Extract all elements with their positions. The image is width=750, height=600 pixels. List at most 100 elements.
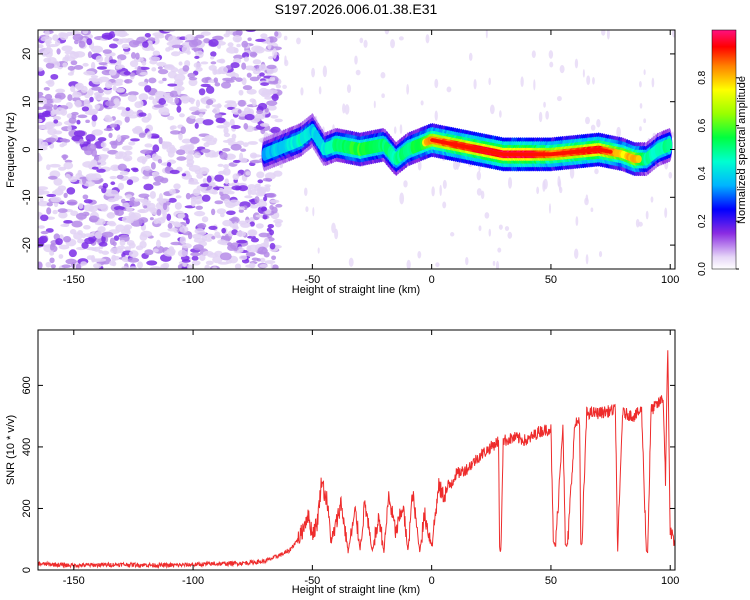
speckle-point [255,38,266,43]
speckle-point [536,186,540,195]
speckle-point [208,225,218,230]
speckle-point [249,98,256,103]
speckle-point [265,89,278,94]
speckle-point [80,261,88,266]
speckle-point [85,110,97,116]
speckle-point [187,264,193,269]
speckle-point [47,57,57,64]
speckle-point [300,87,304,96]
speckle-point [62,154,67,161]
speckle-point [113,235,120,241]
speckle-point [38,186,49,191]
speckle-point [158,137,163,145]
speckle-point [142,168,154,177]
y-tick-label: 400 [21,438,33,456]
speckle-point [559,65,565,74]
speckle-point [533,79,536,91]
speckle-point [265,185,271,192]
speckle-point [179,236,187,244]
speckle-point [488,77,491,86]
speckle-point [132,168,139,173]
speckle-point [169,144,176,153]
speckle-point [198,113,204,118]
speckle-point [81,241,89,249]
speckle-point [272,48,277,59]
speckle-point [274,31,279,37]
speckle-point [227,242,233,247]
speckle-point [98,62,108,66]
speckle-point [190,252,202,257]
speckle-point [107,149,119,155]
speckle-point [643,69,646,76]
speckle-point [223,182,230,187]
speckle-point [98,185,104,189]
speckle-point [47,175,58,180]
speckle-point [434,110,438,121]
speckle-point [169,188,176,195]
speckle-point [150,162,156,170]
speckle-point [616,126,621,138]
speckle-point [596,119,601,128]
ridge-mark [666,138,673,152]
speckle-point [82,194,89,200]
speckle-point [468,52,473,61]
speckle-point [90,61,96,70]
chart-title: S197.2026.006.01.38.E31 [275,1,438,17]
speckle-point [211,104,222,108]
speckle-point [77,238,85,244]
speckle-point [166,161,172,168]
speckle-point [178,61,183,66]
speckle-point [177,81,184,86]
speckle-point [492,260,496,266]
speckle-point [156,61,167,67]
speckle-point [476,188,482,196]
speckle-point [54,94,62,99]
speckle-point [638,221,643,227]
speckle-point [188,181,200,185]
speckle-point [219,152,228,160]
speckle-point [406,259,411,269]
speckle-point [363,39,368,48]
speckle-point [83,180,96,187]
speckle-point [348,257,354,267]
speckle-point [113,98,120,105]
speckle-point [155,201,165,210]
speckle-point [399,192,405,205]
speckle-point [117,58,122,66]
speckle-point [218,58,226,64]
speckle-point [473,79,477,90]
speckle-point [275,203,283,208]
speckle-point [90,75,99,79]
speckle-point [94,104,100,111]
speckle-point [182,65,190,72]
speckle-point [267,41,272,50]
speckle-point [214,82,221,87]
speckle-point [305,206,309,213]
speckle-point [158,193,163,201]
speckle-point [205,139,217,146]
speckle-point [145,154,152,159]
speckle-point [198,108,208,113]
speckle-point [263,240,269,248]
speckle-point [420,100,424,106]
speckle-point [77,229,83,236]
speckle-point [112,241,117,247]
speckle-point [127,257,140,263]
speckle-point [128,250,139,258]
speckle-point [102,49,112,54]
speckle-point [124,246,132,251]
x-tick-label: 0 [429,274,435,286]
speckle-point [227,42,234,48]
speckle-point [331,222,336,234]
speckle-point [149,217,154,221]
speckle-point [262,177,272,182]
speckle-point [38,112,49,117]
speckle-point [107,198,117,203]
speckle-point [236,239,248,244]
speckle-point [250,237,260,243]
speckle-point [187,72,196,79]
speckle-point [184,34,195,42]
x-tick-label: -100 [182,575,204,587]
speckle-point [47,122,59,127]
